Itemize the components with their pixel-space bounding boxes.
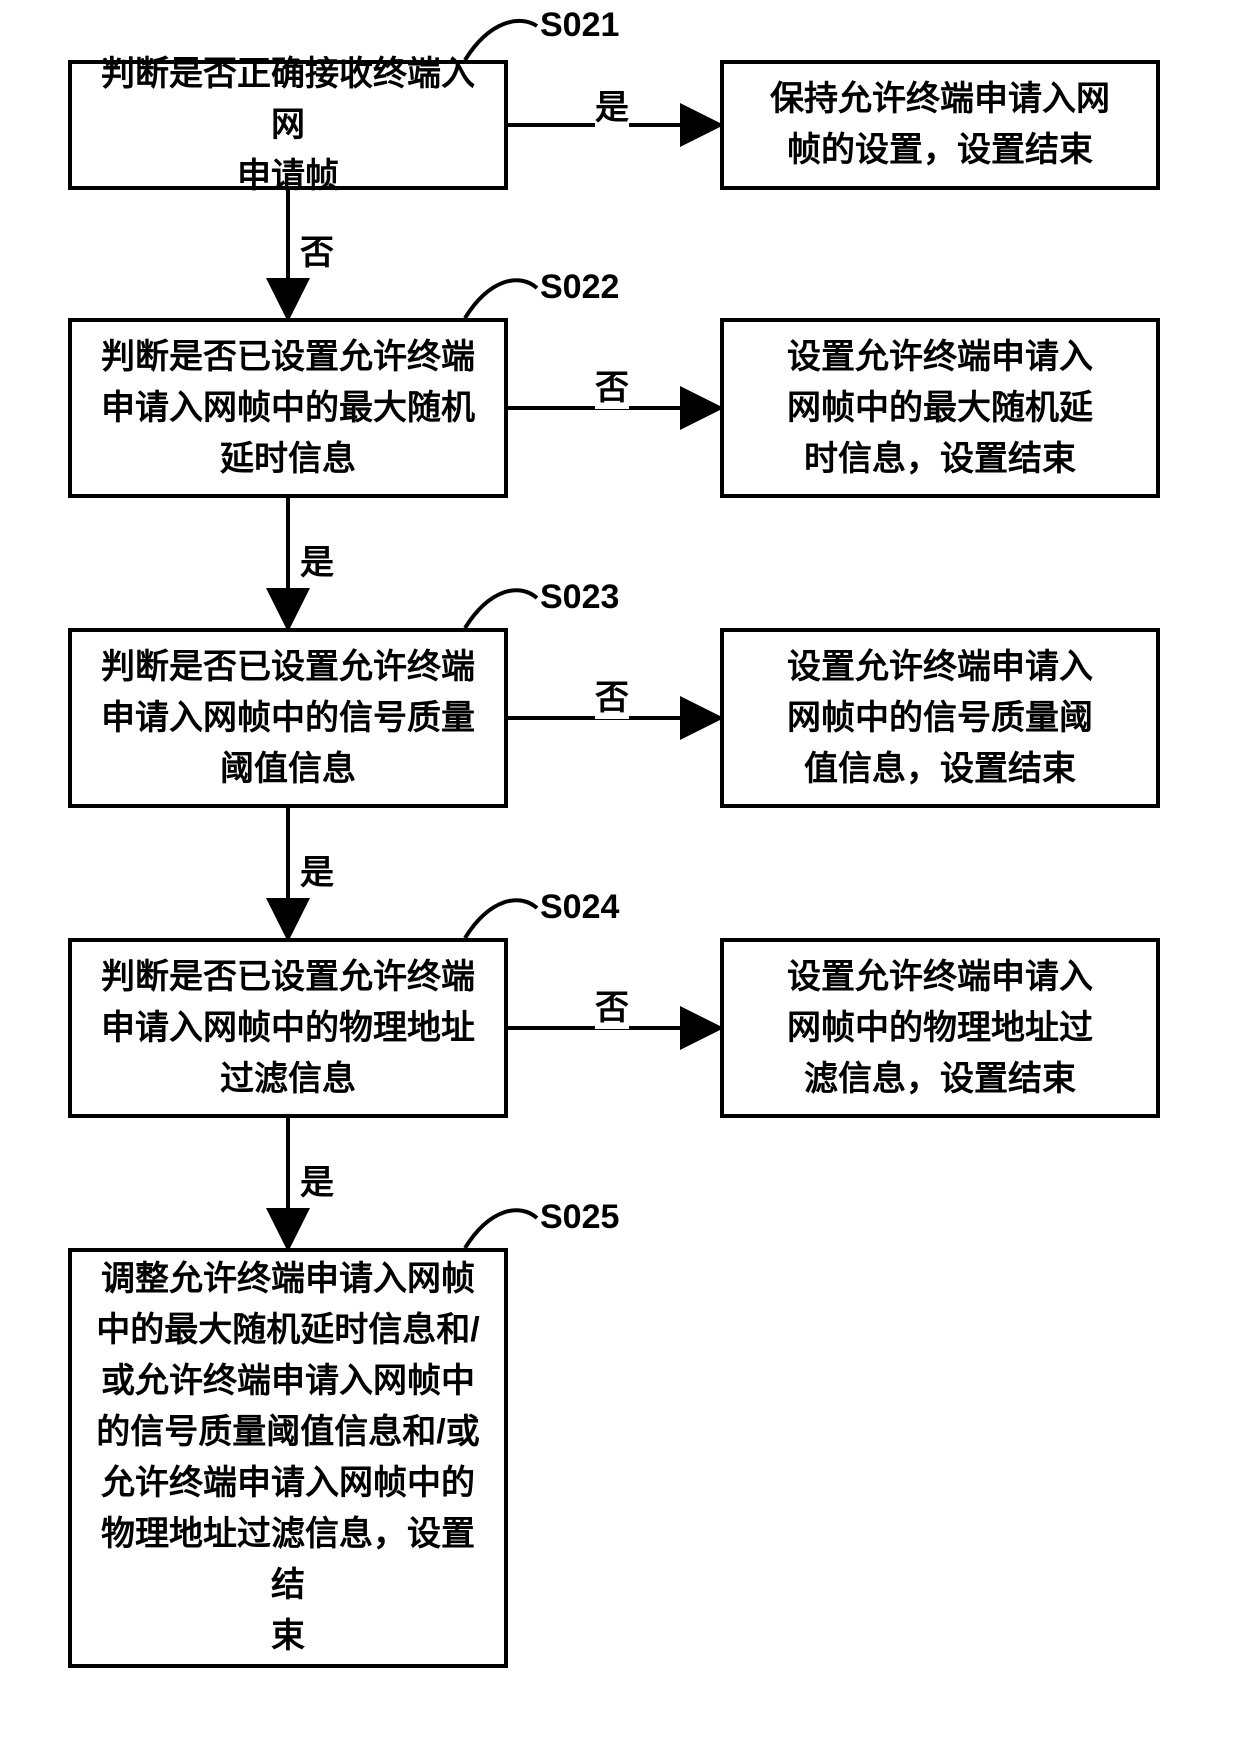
node-text: 保持允许终端申请入网帧的设置，设置结束: [770, 74, 1110, 176]
step-label-s023: S023: [540, 578, 619, 617]
edge-label: 否: [595, 980, 629, 1029]
node-s022: 判断是否已设置允许终端申请入网帧中的最大随机延时信息: [68, 318, 508, 498]
node-s024: 判断是否已设置允许终端申请入网帧中的物理地址过滤信息: [68, 938, 508, 1118]
node-text: 设置允许终端申请入网帧中的信号质量阈值信息，设置结束: [787, 642, 1093, 795]
node-text: 判断是否已设置允许终端申请入网帧中的物理地址过滤信息: [101, 952, 475, 1105]
edge-label: 是: [300, 845, 334, 894]
step-label-s025: S025: [540, 1198, 619, 1237]
node-text: 设置允许终端申请入网帧中的最大随机延时信息，设置结束: [787, 332, 1093, 485]
node-r024: 设置允许终端申请入网帧中的物理地址过滤信息，设置结束: [720, 938, 1160, 1118]
edge-label: 是: [300, 1155, 334, 1204]
node-text: 判断是否已设置允许终端申请入网帧中的最大随机延时信息: [101, 332, 475, 485]
edge-label: 是: [595, 80, 629, 129]
edge-label: 否: [595, 360, 629, 409]
flowchart-canvas: 判断是否正确接收终端入网申请帧 保持允许终端申请入网帧的设置，设置结束 判断是否…: [0, 0, 1240, 1747]
edge-label: 是: [300, 535, 334, 584]
node-text: 调整允许终端申请入网帧中的最大随机延时信息和/或允许终端申请入网帧中的信号质量阈…: [88, 1254, 488, 1662]
step-label-s022: S022: [540, 268, 619, 307]
edge-label: 否: [300, 225, 334, 274]
node-s021: 判断是否正确接收终端入网申请帧: [68, 60, 508, 190]
node-text: 判断是否正确接收终端入网申请帧: [88, 49, 488, 202]
step-label-s024: S024: [540, 888, 619, 927]
step-label-s021: S021: [540, 6, 619, 45]
node-text: 判断是否已设置允许终端申请入网帧中的信号质量阈值信息: [101, 642, 475, 795]
node-r023: 设置允许终端申请入网帧中的信号质量阈值信息，设置结束: [720, 628, 1160, 808]
node-r022: 设置允许终端申请入网帧中的最大随机延时信息，设置结束: [720, 318, 1160, 498]
node-s023: 判断是否已设置允许终端申请入网帧中的信号质量阈值信息: [68, 628, 508, 808]
node-s025: 调整允许终端申请入网帧中的最大随机延时信息和/或允许终端申请入网帧中的信号质量阈…: [68, 1248, 508, 1668]
node-text: 设置允许终端申请入网帧中的物理地址过滤信息，设置结束: [787, 952, 1093, 1105]
edge-label: 否: [595, 670, 629, 719]
node-r021: 保持允许终端申请入网帧的设置，设置结束: [720, 60, 1160, 190]
